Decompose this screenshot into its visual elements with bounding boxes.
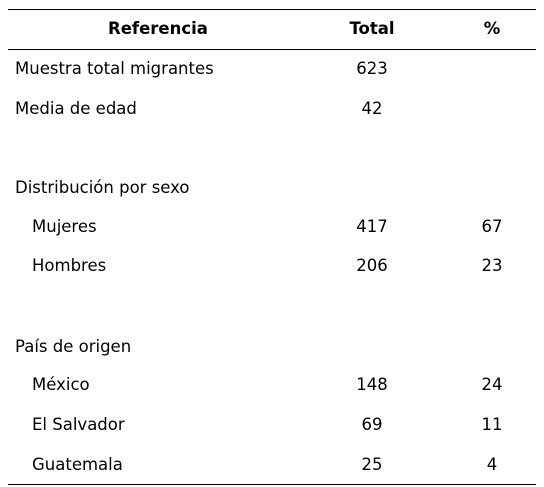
table-row: El Salvador 69 11 (0, 413, 544, 437)
table-row: Guatemala 25 4 (0, 453, 544, 477)
header-percent: % (483, 19, 501, 38)
section-heading-row: Distribución por sexo (0, 176, 544, 200)
row-total: 623 (356, 59, 388, 78)
row-percent: 24 (481, 375, 503, 394)
table-row: Media de edad 42 (0, 97, 544, 121)
table-header-row: Referencia Total % (0, 17, 544, 41)
row-label: El Salvador (32, 415, 125, 434)
table-row: México 148 24 (0, 373, 544, 397)
section-heading-row: País de origen (0, 335, 544, 359)
section-heading-origin: País de origen (15, 337, 132, 356)
table-row: Hombres 206 23 (0, 254, 544, 278)
table-header-rule (8, 49, 536, 50)
row-label: Media de edad (15, 99, 137, 118)
row-total: 148 (356, 375, 388, 394)
row-label: Muestra total migrantes (15, 59, 214, 78)
table-top-rule (8, 9, 536, 10)
row-total: 25 (361, 455, 383, 474)
row-total: 69 (361, 415, 383, 434)
header-total: Total (349, 19, 395, 38)
row-percent: 23 (481, 256, 503, 275)
row-total: 42 (361, 99, 383, 118)
table-row: Muestra total migrantes 623 (0, 57, 544, 81)
row-percent: 11 (481, 415, 503, 434)
row-percent: 4 (486, 455, 498, 474)
table-row: Mujeres 417 67 (0, 215, 544, 239)
row-percent: 67 (481, 217, 503, 236)
row-label: Mujeres (32, 217, 97, 236)
row-label: Hombres (32, 256, 107, 275)
header-reference: Referencia (108, 19, 208, 38)
row-total: 417 (356, 217, 388, 236)
row-label: Guatemala (32, 455, 123, 474)
row-total: 206 (356, 256, 388, 275)
table-bottom-rule (8, 484, 536, 485)
section-heading-sex: Distribución por sexo (15, 178, 190, 197)
row-label: México (32, 375, 90, 394)
